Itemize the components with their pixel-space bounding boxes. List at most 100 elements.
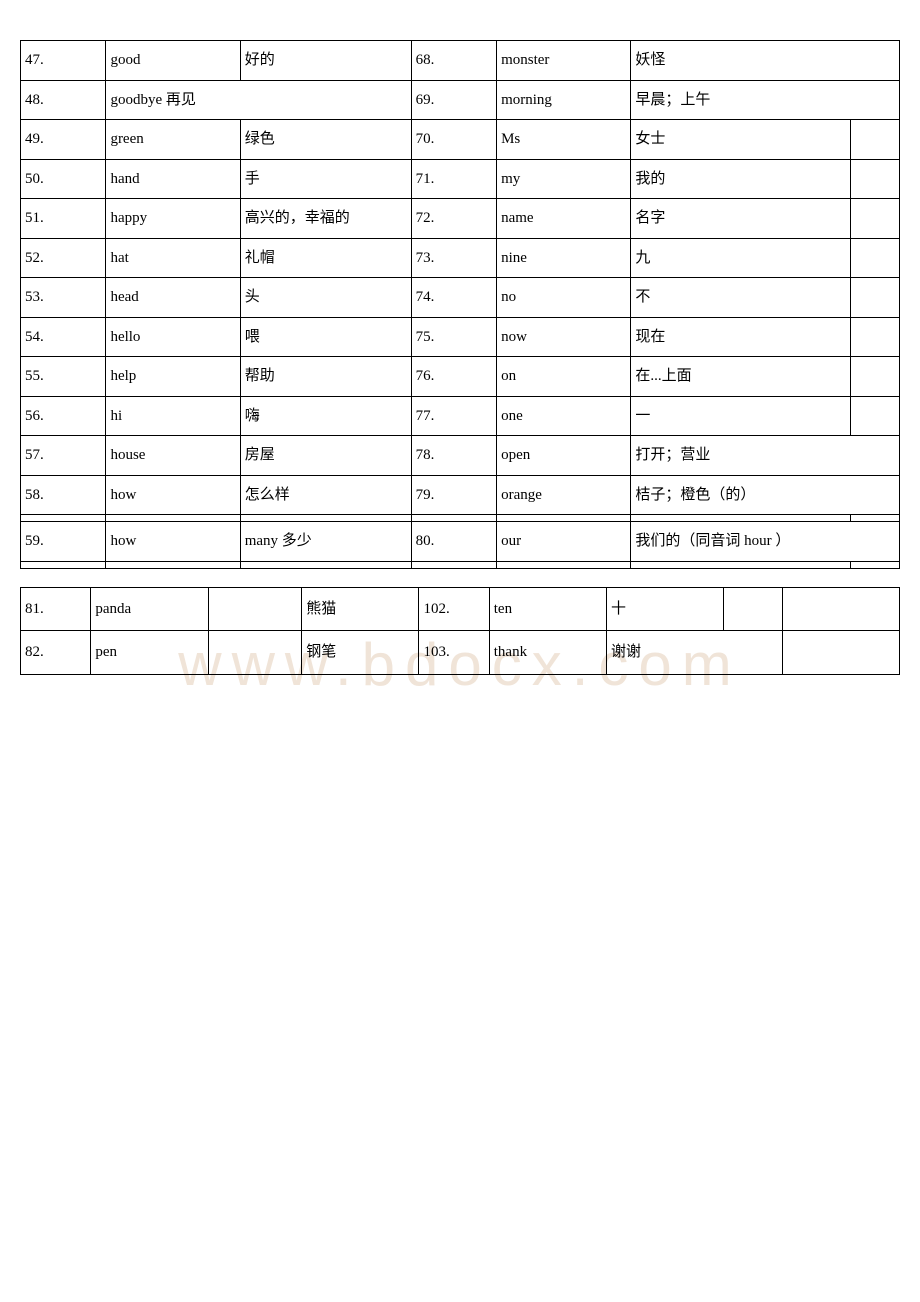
def-cell: 打开；营业 xyxy=(631,436,900,476)
word-cell: ten xyxy=(489,587,606,631)
def-cell: 绿色 xyxy=(240,120,411,160)
word-cell: now xyxy=(497,317,631,357)
spacer-cell xyxy=(851,120,900,160)
num-cell: 68. xyxy=(411,41,496,81)
separator-row xyxy=(21,515,900,522)
def-cell: many 多少 xyxy=(240,522,411,562)
spacer-cell xyxy=(851,317,900,357)
spacer-cell xyxy=(851,238,900,278)
word-cell: monster xyxy=(497,41,631,81)
def-cell: 十 xyxy=(606,587,723,631)
def-cell: 高兴的，幸福的 xyxy=(240,199,411,239)
table-row: 51.happy高兴的，幸福的72.name名字 xyxy=(21,199,900,239)
num-cell: 54. xyxy=(21,317,106,357)
word-cell: how xyxy=(106,522,240,562)
word-cell: help xyxy=(106,357,240,397)
num-cell: 71. xyxy=(411,159,496,199)
def-cell: 谢谢 xyxy=(606,631,782,675)
word-cell: our xyxy=(497,522,631,562)
num-cell: 59. xyxy=(21,522,106,562)
def-cell: 帮助 xyxy=(240,357,411,397)
word-cell: morning xyxy=(497,80,631,120)
word-cell: hi xyxy=(106,396,240,436)
word-cell: name xyxy=(497,199,631,239)
def-cell: 礼帽 xyxy=(240,238,411,278)
def-cell: 好的 xyxy=(240,41,411,81)
table-row: 57.house房屋78.open打开；营业 xyxy=(21,436,900,476)
table-row: 53.head头74.no不 xyxy=(21,278,900,318)
num-cell: 47. xyxy=(21,41,106,81)
table-row: 47.good好的68.monster妖怪 xyxy=(21,41,900,81)
vocab-table-2: 81.panda 熊猫102.ten十 82.pen 钢笔103.thank谢谢 xyxy=(20,587,900,675)
def-cell: 九 xyxy=(631,238,851,278)
num-cell: 81. xyxy=(21,587,91,631)
page-content: 47.good好的68.monster妖怪48.goodbye 再见69.mor… xyxy=(20,40,900,675)
def-cell: 嗨 xyxy=(240,396,411,436)
def-cell: 我的 xyxy=(631,159,851,199)
def-cell: 妖怪 xyxy=(631,41,900,81)
num-cell: 70. xyxy=(411,120,496,160)
word-cell: no xyxy=(497,278,631,318)
word-cell: panda xyxy=(91,587,208,631)
num-cell: 55. xyxy=(21,357,106,397)
num-cell: 82. xyxy=(21,631,91,675)
num-cell: 77. xyxy=(411,396,496,436)
num-cell: 56. xyxy=(21,396,106,436)
table-row: 59.howmany 多少80.our我们的（同音词 hour ） xyxy=(21,522,900,562)
num-cell: 73. xyxy=(411,238,496,278)
word-cell: hand xyxy=(106,159,240,199)
word-cell: thank xyxy=(489,631,606,675)
word-cell: house xyxy=(106,436,240,476)
word-cell: happy xyxy=(106,199,240,239)
empty-cell xyxy=(208,587,302,631)
def-cell: 我们的（同音词 hour ） xyxy=(631,522,900,562)
def-cell: 怎么样 xyxy=(240,475,411,515)
table-row: 52.hat礼帽73.nine九 xyxy=(21,238,900,278)
num-cell: 52. xyxy=(21,238,106,278)
num-cell: 50. xyxy=(21,159,106,199)
word-cell: hello xyxy=(106,317,240,357)
table-row: 81.panda 熊猫102.ten十 xyxy=(21,587,900,631)
num-cell: 48. xyxy=(21,80,106,120)
num-cell: 58. xyxy=(21,475,106,515)
num-cell: 75. xyxy=(411,317,496,357)
num-cell: 78. xyxy=(411,436,496,476)
def-cell: 在...上面 xyxy=(631,357,851,397)
num-cell: 102. xyxy=(419,587,489,631)
word-cell: hat xyxy=(106,238,240,278)
spacer-cell xyxy=(851,278,900,318)
word-cell: on xyxy=(497,357,631,397)
num-cell: 74. xyxy=(411,278,496,318)
empty-cell xyxy=(208,631,302,675)
word-cell: my xyxy=(497,159,631,199)
def-cell: 女士 xyxy=(631,120,851,160)
def-cell: 一 xyxy=(631,396,851,436)
num-cell: 69. xyxy=(411,80,496,120)
table-row: 48.goodbye 再见69.morning早晨；上午 xyxy=(21,80,900,120)
word-cell: orange xyxy=(497,475,631,515)
table-row: 54.hello喂75.now现在 xyxy=(21,317,900,357)
spacer-cell xyxy=(851,357,900,397)
word-cell: head xyxy=(106,278,240,318)
vocab-table-1: 47.good好的68.monster妖怪48.goodbye 再见69.mor… xyxy=(20,40,900,569)
table-row: 58.how怎么样79.orange桔子；橙色（的） xyxy=(21,475,900,515)
num-cell: 49. xyxy=(21,120,106,160)
def-cell: 现在 xyxy=(631,317,851,357)
table-row: 55.help帮助76.on在...上面 xyxy=(21,357,900,397)
num-cell: 57. xyxy=(21,436,106,476)
table-row: 50.hand手71.my我的 xyxy=(21,159,900,199)
def-cell: 熊猫 xyxy=(302,587,419,631)
word-cell: pen xyxy=(91,631,208,675)
word-cell: good xyxy=(106,41,240,81)
num-cell: 103. xyxy=(419,631,489,675)
def-cell: 钢笔 xyxy=(302,631,419,675)
def-cell: 手 xyxy=(240,159,411,199)
def-cell: 不 xyxy=(631,278,851,318)
def-cell: 喂 xyxy=(240,317,411,357)
def-cell: 房屋 xyxy=(240,436,411,476)
table-row: 49.green绿色70.Ms女士 xyxy=(21,120,900,160)
word-def-cell: goodbye 再见 xyxy=(106,80,411,120)
separator-row xyxy=(21,561,900,568)
num-cell: 51. xyxy=(21,199,106,239)
empty-cell xyxy=(782,587,899,631)
